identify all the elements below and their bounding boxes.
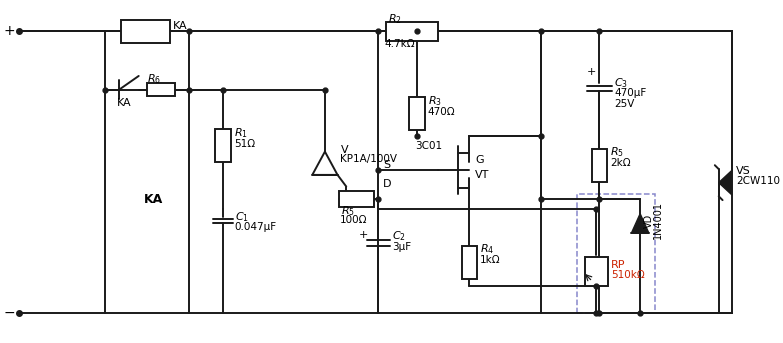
Text: VD: VD bbox=[644, 213, 654, 228]
Text: 100Ω: 100Ω bbox=[340, 215, 367, 225]
Polygon shape bbox=[631, 214, 649, 233]
Text: V: V bbox=[341, 145, 348, 155]
Text: G: G bbox=[475, 155, 484, 165]
Bar bbox=[585, 257, 608, 286]
Text: 1kΩ: 1kΩ bbox=[480, 255, 501, 265]
Text: $R_3$: $R_3$ bbox=[428, 94, 442, 108]
Text: 510kΩ: 510kΩ bbox=[611, 270, 644, 280]
Text: 2CW110: 2CW110 bbox=[736, 176, 780, 186]
Text: KP1A/100V: KP1A/100V bbox=[341, 154, 398, 164]
Text: KA: KA bbox=[143, 193, 163, 206]
Bar bbox=[147, 83, 175, 96]
Text: 2kΩ: 2kΩ bbox=[610, 158, 630, 168]
Text: 470μF: 470μF bbox=[614, 88, 646, 98]
Text: 0.047μF: 0.047μF bbox=[235, 222, 277, 232]
Text: 470Ω: 470Ω bbox=[428, 107, 456, 117]
Bar bbox=[215, 129, 231, 162]
Text: 4.7kΩ: 4.7kΩ bbox=[384, 39, 415, 49]
Text: 51Ω: 51Ω bbox=[234, 139, 255, 149]
Bar bbox=[121, 20, 170, 43]
Text: $R_5$: $R_5$ bbox=[610, 146, 624, 159]
Text: +: + bbox=[359, 230, 368, 240]
Text: $C_2$: $C_2$ bbox=[392, 229, 406, 243]
Text: 3C01: 3C01 bbox=[415, 141, 442, 151]
Text: 3μF: 3μF bbox=[392, 242, 411, 252]
Bar bbox=[340, 191, 374, 207]
Bar bbox=[410, 97, 425, 130]
Text: KA: KA bbox=[117, 98, 131, 108]
Text: $R_1$: $R_1$ bbox=[234, 126, 247, 140]
Text: KA: KA bbox=[172, 22, 187, 32]
Text: +: + bbox=[4, 24, 16, 38]
Text: RP: RP bbox=[611, 260, 626, 270]
Text: D: D bbox=[383, 179, 392, 189]
Bar bbox=[592, 149, 607, 182]
Text: $C_1$: $C_1$ bbox=[235, 210, 249, 224]
Bar bbox=[386, 22, 438, 41]
Polygon shape bbox=[719, 170, 732, 195]
Text: −: − bbox=[4, 306, 16, 320]
Text: $R_2$: $R_2$ bbox=[388, 12, 402, 26]
Text: 25V: 25V bbox=[614, 99, 634, 109]
Text: $R_5$: $R_5$ bbox=[341, 204, 355, 218]
Text: S: S bbox=[383, 160, 390, 170]
Text: $R_6$: $R_6$ bbox=[147, 72, 161, 86]
Text: VS: VS bbox=[736, 166, 751, 176]
Text: $R_4$: $R_4$ bbox=[480, 243, 494, 257]
Text: VT: VT bbox=[475, 170, 489, 180]
Bar bbox=[462, 246, 477, 279]
Text: $C_3$: $C_3$ bbox=[614, 76, 628, 90]
Text: +: + bbox=[587, 67, 597, 77]
Text: 1N4001: 1N4001 bbox=[653, 201, 662, 239]
